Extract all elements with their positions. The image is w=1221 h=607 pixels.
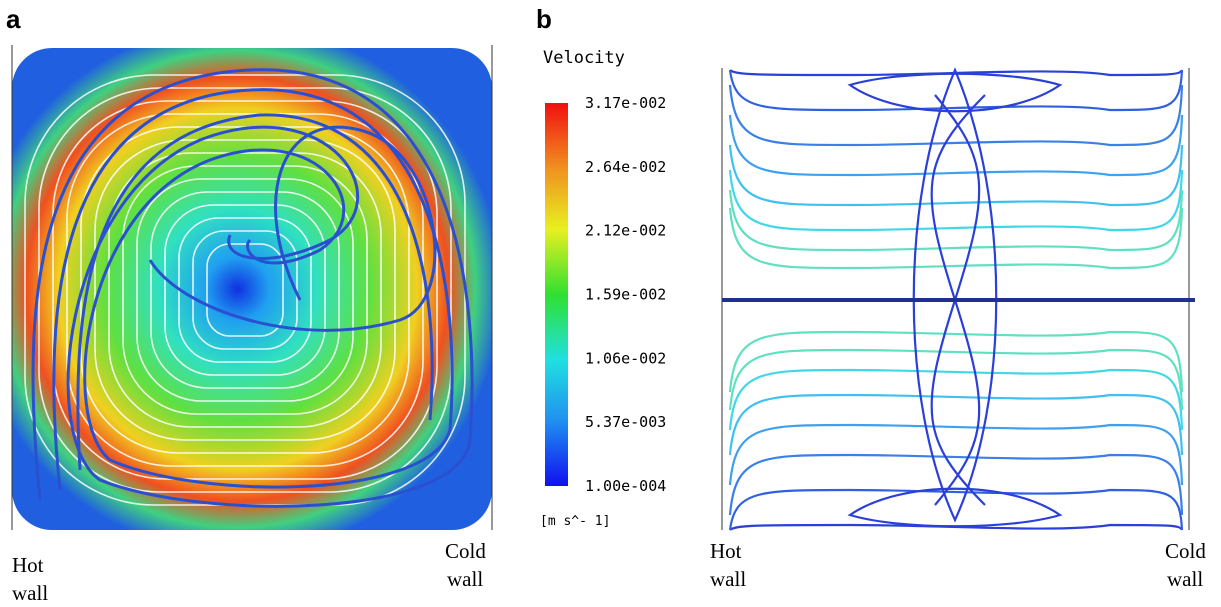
wall-label: Cold <box>445 539 486 563</box>
particle-path <box>912 67 998 523</box>
wall-label: Hot <box>12 553 44 577</box>
panel-label: a <box>6 4 21 34</box>
particle-path <box>728 207 1184 270</box>
colorbar-title: Velocity <box>543 48 625 68</box>
streamline <box>164 204 326 376</box>
particle-path <box>728 69 1184 112</box>
wall-label: wall <box>1167 567 1203 591</box>
colorbar-tick-label: 1.00e-004 <box>585 477 666 495</box>
particle-path <box>728 189 1184 252</box>
wall-label: Hot <box>710 539 742 563</box>
colorbar-ticks: 3.17e-002 2.64e-002 2.12e-002 1.59e-002 1.06… <box>585 94 666 495</box>
wall-label: wall <box>447 567 483 591</box>
colorbar-tick-label: 2.12e-002 <box>585 222 666 240</box>
particle-path <box>728 488 1184 531</box>
streamline <box>206 243 284 337</box>
streamline <box>136 178 354 402</box>
streamlines <box>24 74 466 506</box>
velocity-field <box>12 48 492 530</box>
particle-path <box>729 69 1184 77</box>
particle-path <box>728 169 1184 232</box>
particle-path <box>728 453 1184 516</box>
particle-path <box>728 330 1184 393</box>
particle-paths <box>728 67 1184 531</box>
streamline <box>52 100 438 480</box>
streamline <box>192 230 298 350</box>
colorbar-tick-label: 5.37e-003 <box>585 413 666 431</box>
wall-label: wall <box>710 567 746 591</box>
particle-path <box>729 523 1184 531</box>
panel-label: b <box>536 4 552 34</box>
streamline <box>94 139 396 441</box>
particle-path <box>847 72 1063 113</box>
particle-path <box>728 84 1184 147</box>
particle-path <box>728 348 1184 411</box>
colorbar-tick-label: 1.59e-002 <box>585 286 666 304</box>
units: [m s^- 1] <box>540 514 610 529</box>
colorbar-tick-label: 3.17e-002 <box>585 94 666 112</box>
streamline <box>122 165 368 415</box>
colorbar-tick-label: 1.06e-002 <box>585 349 666 367</box>
trajectory <box>31 68 474 508</box>
colorbar-tick-label: 2.64e-002 <box>585 158 666 176</box>
streamline <box>150 191 340 389</box>
colorbar <box>545 103 568 486</box>
streamline <box>66 113 424 467</box>
particle-path <box>847 487 1063 528</box>
particle-path <box>728 368 1184 431</box>
streamline <box>108 152 382 428</box>
wall-label: Cold <box>1165 539 1206 563</box>
wall-label: wall <box>12 581 48 605</box>
